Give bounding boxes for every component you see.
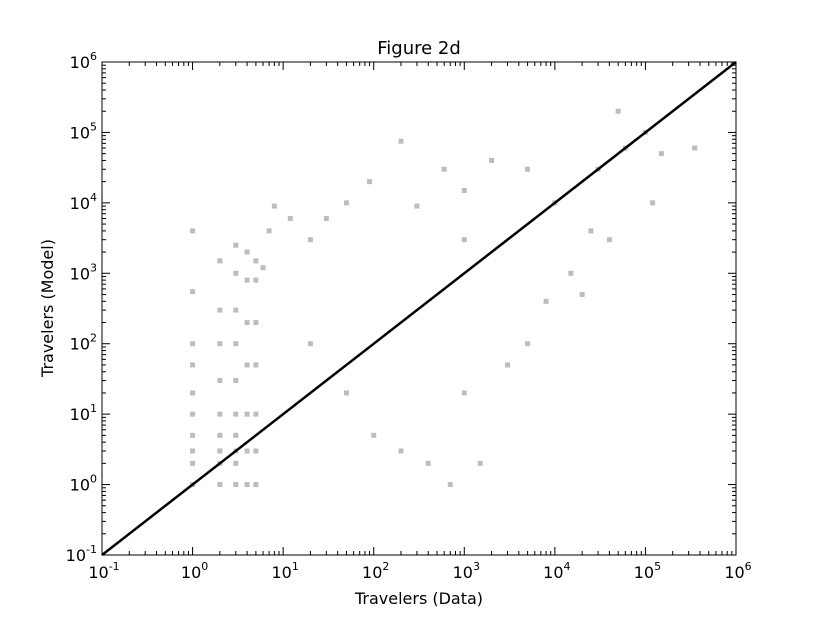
- data-point: [233, 341, 239, 347]
- data-point: [244, 482, 250, 488]
- y-tick-label: 10-1: [66, 543, 97, 565]
- y-tick-label: 104: [70, 191, 97, 213]
- data-point: [244, 411, 250, 417]
- data-point: [447, 482, 453, 488]
- data-point: [244, 320, 250, 326]
- y-tick-label: 100: [70, 473, 97, 495]
- reference-line-layer: [101, 61, 737, 556]
- data-point: [525, 166, 531, 172]
- data-point: [307, 237, 313, 243]
- data-point: [190, 390, 196, 396]
- data-point: [190, 432, 196, 438]
- data-point: [505, 362, 510, 368]
- data-point: [371, 432, 377, 438]
- y-tick-label: 102: [70, 332, 97, 354]
- data-point: [343, 200, 349, 206]
- data-point: [606, 237, 612, 243]
- data-point: [190, 411, 196, 417]
- x-tick-label: 106: [724, 560, 751, 582]
- data-point: [233, 460, 239, 466]
- data-point: [398, 138, 404, 144]
- data-point: [233, 411, 239, 417]
- data-point: [244, 249, 250, 255]
- x-tick-label: 102: [362, 560, 389, 582]
- y-tick-label: 101: [70, 402, 97, 424]
- data-point: [190, 228, 196, 234]
- data-point: [271, 203, 277, 209]
- data-point: [588, 228, 594, 234]
- data-point: [217, 482, 223, 488]
- y-tick-label: 105: [70, 120, 97, 142]
- data-point: [287, 215, 293, 221]
- data-point: [244, 277, 250, 283]
- data-point: [253, 277, 259, 283]
- data-point: [343, 390, 349, 396]
- data-point: [461, 390, 467, 396]
- plot-frame: [101, 61, 737, 556]
- data-point: [233, 482, 239, 488]
- reference-line: [101, 61, 737, 556]
- data-point: [233, 270, 239, 276]
- data-point: [217, 432, 223, 438]
- chart-title: Figure 2d: [377, 38, 461, 59]
- data-point: [217, 411, 223, 417]
- data-point: [190, 341, 196, 347]
- data-point: [217, 307, 223, 313]
- x-tick-label: 104: [543, 560, 570, 582]
- data-point: [233, 378, 239, 384]
- data-point: [461, 237, 467, 243]
- data-point: [260, 265, 266, 271]
- data-point: [253, 320, 259, 326]
- data-point: [217, 448, 223, 454]
- data-point: [579, 291, 585, 297]
- data-point: [253, 482, 259, 488]
- data-point: [692, 145, 698, 151]
- data-point: [190, 289, 196, 295]
- x-axis-label: Travelers (Data): [354, 589, 483, 608]
- data-point: [233, 432, 239, 438]
- data-point: [441, 166, 447, 172]
- data-point: [307, 341, 313, 347]
- data-point: [568, 270, 574, 276]
- data-point: [233, 242, 239, 248]
- data-point: [461, 187, 467, 193]
- x-tick-label: 10-1: [88, 560, 119, 582]
- data-point: [190, 362, 196, 368]
- y-axis-label: Travelers (Model): [38, 239, 57, 378]
- data-point: [253, 258, 259, 264]
- data-point: [323, 215, 329, 221]
- data-point: [244, 448, 250, 454]
- data-point: [425, 460, 431, 466]
- x-tick-label: 100: [181, 560, 208, 582]
- x-tick-label: 103: [453, 560, 480, 582]
- data-point: [615, 108, 621, 114]
- data-point: [253, 411, 259, 417]
- data-point: [253, 362, 259, 368]
- data-point: [233, 307, 239, 313]
- data-point: [525, 341, 531, 347]
- data-point: [650, 200, 656, 206]
- data-point: [658, 151, 664, 157]
- data-point: [414, 203, 420, 209]
- x-tick-label: 101: [271, 560, 298, 582]
- data-point: [190, 448, 196, 454]
- data-point: [217, 341, 223, 347]
- data-point: [489, 157, 495, 163]
- x-tick-label: 105: [634, 560, 661, 582]
- data-point: [190, 460, 196, 466]
- data-point: [217, 378, 223, 384]
- data-point: [367, 179, 373, 185]
- data-point: [543, 298, 549, 304]
- data-point: [398, 448, 404, 454]
- data-point: [266, 228, 272, 234]
- y-tick-label: 103: [70, 261, 97, 283]
- data-point: [253, 448, 259, 454]
- data-point: [244, 362, 250, 368]
- data-point: [217, 258, 223, 264]
- scatter-layer: [190, 108, 698, 488]
- y-tick-label: 106: [70, 50, 97, 72]
- data-point: [477, 460, 483, 466]
